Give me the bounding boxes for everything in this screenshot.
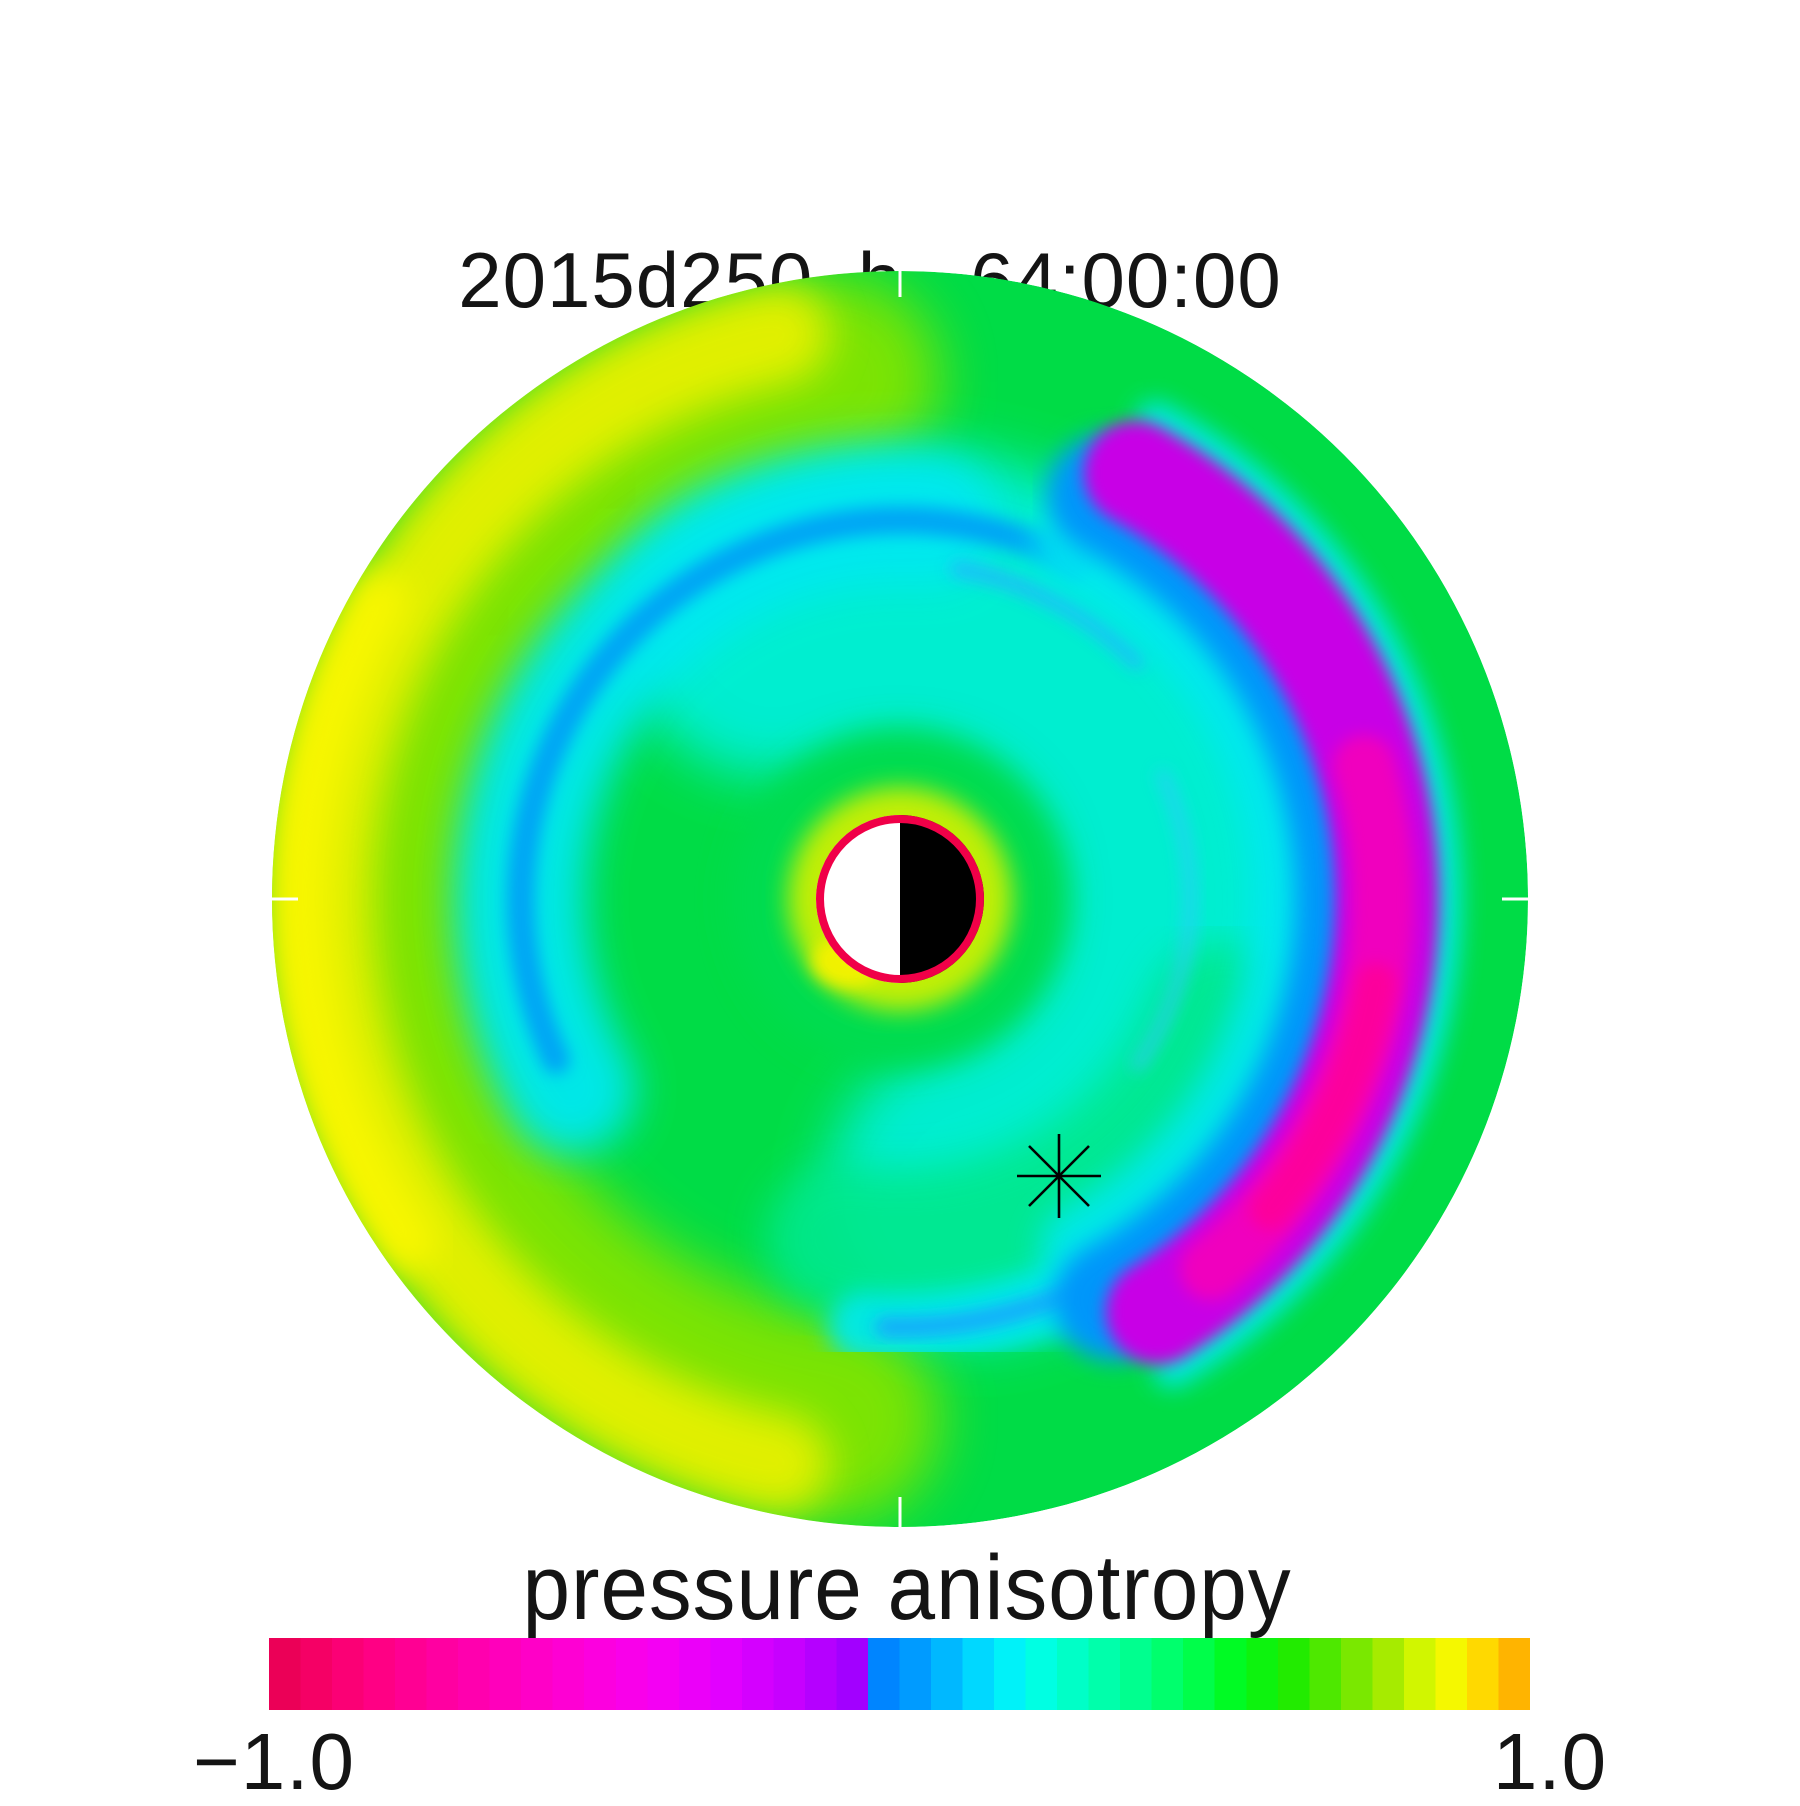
colorbar-min-label: −1.0 [193, 1717, 355, 1806]
rim-band-bright-yellow [272, 571, 437, 1271]
inner-circle-white-half [816, 815, 900, 983]
colorbar-max-label: 1.0 [1492, 1717, 1608, 1806]
crescent-outer-cyan-edge [1136, 401, 1462, 1388]
inner-boundary-circle [816, 815, 984, 983]
blue-streak-right [1131, 769, 1198, 1072]
polar-heatmap [272, 271, 1528, 1527]
colorbar-label: pressure anisotropy [522, 1537, 1292, 1639]
blue-spiral-arc [506, 506, 1092, 1074]
blue-streak-upper [950, 561, 1145, 670]
inner-circle-red-ring [816, 815, 984, 983]
heatmap-disk [272, 271, 1528, 1527]
star-marker [1017, 1134, 1101, 1218]
crescent-hot-pink [1250, 963, 1396, 1230]
inner-circle-black-half [900, 815, 984, 983]
spring-green-band [765, 942, 1299, 1320]
rim-band-yellowgreen [272, 275, 940, 1523]
cardinal-ticks [272, 271, 1528, 1527]
colorbar-gradient [269, 1638, 1530, 1710]
crescent-inner-cyan-edge [1034, 502, 1340, 1293]
